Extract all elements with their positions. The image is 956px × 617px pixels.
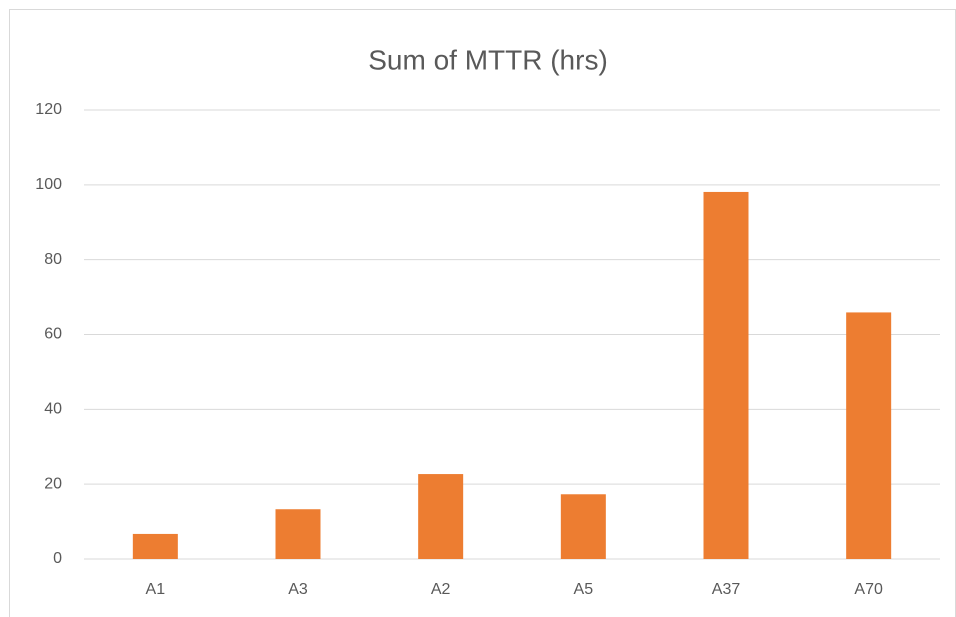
y-tick-label: 80 xyxy=(44,251,62,268)
y-tick-label: 120 xyxy=(35,101,62,118)
x-tick-label: A70 xyxy=(854,581,883,598)
bar xyxy=(703,191,749,559)
chart-title: Sum of MTTR (hrs) xyxy=(368,44,608,75)
bar xyxy=(560,494,606,559)
y-tick-label: 20 xyxy=(44,475,62,492)
chart-border xyxy=(9,9,956,617)
bar xyxy=(846,312,892,559)
x-tick-label: A2 xyxy=(431,581,451,598)
y-tick-label: 40 xyxy=(44,401,62,418)
y-tick-label: 100 xyxy=(35,176,62,193)
x-tick-label: A37 xyxy=(712,581,741,598)
bar xyxy=(132,533,178,559)
bar xyxy=(275,509,321,559)
x-tick-label: A1 xyxy=(146,581,166,598)
x-tick-label: A3 xyxy=(288,581,308,598)
bar xyxy=(418,474,464,559)
x-tick-label: A5 xyxy=(574,581,594,598)
y-tick-label: 60 xyxy=(44,326,62,343)
y-tick-label: 0 xyxy=(53,550,62,567)
